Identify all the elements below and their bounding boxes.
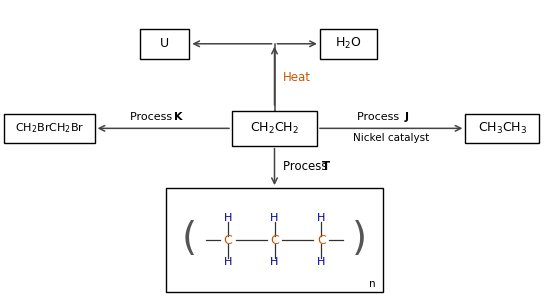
Text: Process: Process bbox=[357, 112, 403, 122]
Text: T: T bbox=[322, 160, 330, 173]
FancyBboxPatch shape bbox=[166, 188, 383, 292]
Text: H: H bbox=[317, 257, 326, 267]
Text: Process: Process bbox=[283, 160, 331, 173]
Text: n: n bbox=[368, 279, 376, 289]
Text: H$_2$O: H$_2$O bbox=[335, 36, 362, 51]
FancyBboxPatch shape bbox=[4, 114, 94, 143]
Text: CH$_2$BrCH$_2$Br: CH$_2$BrCH$_2$Br bbox=[15, 121, 84, 135]
Text: H: H bbox=[270, 213, 279, 223]
Text: C: C bbox=[270, 233, 279, 247]
Text: C: C bbox=[317, 233, 326, 247]
Text: Nickel catalyst: Nickel catalyst bbox=[353, 133, 429, 143]
FancyBboxPatch shape bbox=[466, 114, 539, 143]
Text: H: H bbox=[223, 213, 232, 223]
Text: Heat: Heat bbox=[283, 71, 311, 84]
Text: H: H bbox=[223, 257, 232, 267]
Text: (: ( bbox=[182, 220, 197, 258]
FancyBboxPatch shape bbox=[320, 29, 378, 59]
Text: CH$_3$CH$_3$: CH$_3$CH$_3$ bbox=[478, 121, 527, 136]
Text: H: H bbox=[270, 257, 279, 267]
FancyBboxPatch shape bbox=[140, 29, 189, 59]
FancyBboxPatch shape bbox=[232, 111, 317, 146]
Text: H: H bbox=[317, 213, 326, 223]
Text: CH$_2$CH$_2$: CH$_2$CH$_2$ bbox=[250, 121, 299, 136]
Text: ): ) bbox=[352, 220, 367, 258]
Text: K: K bbox=[175, 112, 183, 122]
Text: Process: Process bbox=[130, 112, 175, 122]
Text: C: C bbox=[223, 233, 232, 247]
Text: U: U bbox=[160, 37, 169, 50]
Text: J: J bbox=[405, 112, 408, 122]
